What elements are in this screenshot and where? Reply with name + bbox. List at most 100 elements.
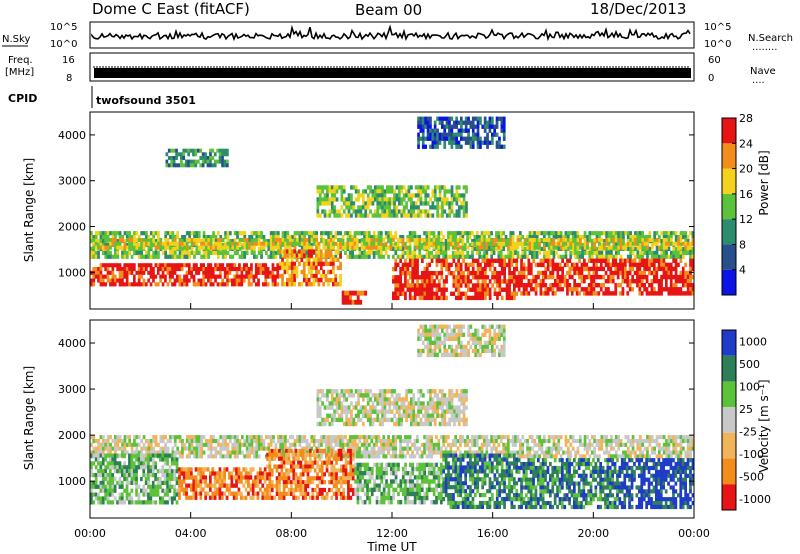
freq-trace <box>94 68 691 78</box>
data-region-0 <box>90 435 695 459</box>
time-axis-label: Time UT <box>366 540 417 554</box>
data-region-3 <box>278 249 342 287</box>
colorbar-tick-label: 24 <box>739 137 753 150</box>
velocity-panel-data <box>90 324 695 510</box>
data-region-1 <box>92 238 695 250</box>
cpid-label: CPID <box>8 92 37 105</box>
colorbar-swatch <box>722 330 736 356</box>
colorbar-swatch <box>722 381 736 408</box>
nsearch-tick-top: 10^5 <box>704 22 731 33</box>
data-region-1 <box>90 453 179 505</box>
colorbar-swatch <box>722 193 736 220</box>
data-region-4 <box>354 462 443 505</box>
y-tick-label: 2000 <box>58 221 86 234</box>
colorbar-tick-label: 12 <box>739 213 753 226</box>
colorbar-swatch <box>722 432 736 459</box>
data-region-4 <box>392 258 519 301</box>
colorbar-swatch <box>722 118 736 144</box>
nave-dots: .... <box>752 75 765 86</box>
colorbar-tick-label: 1000 <box>739 335 767 348</box>
data-region-7 <box>316 185 468 218</box>
data-region-6 <box>517 458 619 510</box>
nsky-tick-top: 10^5 <box>50 22 77 33</box>
data-region-5 <box>442 453 519 509</box>
power-ylabel: Slant Range [km] <box>22 158 36 262</box>
colorbar-swatch <box>722 458 736 485</box>
power-y-axis: 1000 2000 3000 4000 <box>58 129 694 279</box>
velocity-ylabel: Slant Range [km] <box>22 366 36 470</box>
nsearch-label: N.Search <box>748 33 793 44</box>
colorbar-tick-label: -1000 <box>739 493 771 506</box>
colorbar-tick-label: 20 <box>739 163 753 176</box>
colorbar-swatch <box>722 143 736 169</box>
nsky-trace <box>91 24 691 42</box>
velocity-colorbar-label: Velocity [m s⁻¹] <box>757 379 771 472</box>
data-region-5 <box>517 258 695 296</box>
power-panel-data <box>90 116 695 305</box>
freq-label: Freq. <box>8 55 33 66</box>
y-tick-label: 4000 <box>58 129 86 142</box>
colorbar-tick-label: -100 <box>739 448 764 461</box>
nave-tick-bottom: 0 <box>708 73 714 84</box>
y-tick-label: 1000 <box>58 266 86 279</box>
date-label: 18/Dec/2013 <box>590 0 686 18</box>
colorbar-tick-label: 16 <box>739 188 753 201</box>
data-region-7 <box>618 458 695 510</box>
nsearch-dots: ........ <box>752 42 777 53</box>
x-tick-label: 04:00 <box>175 527 207 540</box>
x-tick-label: 20:00 <box>577 527 609 540</box>
y-tick-label: 3000 <box>58 383 86 396</box>
freq-tick-bottom: 8 <box>66 73 72 84</box>
nsearch-tick-bottom: 10^0 <box>704 39 731 50</box>
data-region-6 <box>341 290 368 305</box>
colorbar-tick-label: -500 <box>739 470 764 483</box>
colorbar-tick-label: 500 <box>739 358 760 371</box>
time-axis: 00:00 04:00 08:00 12:00 16:00 20:00 00:00 <box>74 303 710 540</box>
nsky-tick-bottom: 10^0 <box>50 39 77 50</box>
colorbar-tick-label: 4 <box>739 264 746 277</box>
x-tick-label: 00:00 <box>74 527 106 540</box>
freq-strip-frame <box>89 52 695 82</box>
y-tick-label: 3000 <box>58 175 86 188</box>
y-tick-label: 4000 <box>58 337 86 350</box>
beam-label: Beam 00 <box>355 1 422 19</box>
colorbar-swatch <box>722 244 736 270</box>
nsky-strip-frame <box>89 21 695 49</box>
nsky-line <box>91 24 691 42</box>
data-region-8 <box>165 148 229 168</box>
colorbar-tick-label: 25 <box>739 403 753 416</box>
data-region-2 <box>178 467 267 500</box>
colorbar-swatch <box>722 355 736 382</box>
colorbar-tick-label: 100 <box>739 380 760 393</box>
colorbar-tick-label: -25 <box>739 425 757 438</box>
data-region-8 <box>316 389 468 427</box>
nsky-label: N.Sky <box>2 34 30 45</box>
velocity-y-axis: 1000 2000 3000 4000 <box>58 337 694 488</box>
y-tick-label: 1000 <box>58 475 86 488</box>
power-colorbar-label: Power [dB] <box>757 150 771 215</box>
colorbar-swatch <box>722 269 736 295</box>
colorbar-swatch <box>722 168 736 194</box>
colorbar-frame <box>721 329 737 511</box>
freq-tick-top: 16 <box>62 55 75 66</box>
x-tick-label: 12:00 <box>376 527 408 540</box>
plot-title: Dome C East (fitACF) <box>92 0 250 18</box>
y-tick-label: 2000 <box>58 429 86 442</box>
x-tick-label: 08:00 <box>275 527 307 540</box>
colorbar-swatch <box>722 484 736 510</box>
freq-spikes <box>93 66 689 68</box>
freq-unit: [MHz] <box>5 67 34 78</box>
nave-label: Nave <box>750 66 776 77</box>
power-colorbar: 4 8 12 16 20 24 28 <box>721 112 753 296</box>
cpid-value: twofsound 3501 <box>96 94 196 107</box>
nave-tick-top: 60 <box>708 55 721 66</box>
colorbar-tick-label: 8 <box>739 238 746 251</box>
x-tick-label: 00:00 <box>678 527 710 540</box>
colorbar-swatch <box>722 219 736 245</box>
data-region-9 <box>417 116 506 149</box>
colorbar-swatch <box>722 407 736 433</box>
data-region-9 <box>417 324 506 358</box>
data-region-3 <box>266 448 355 500</box>
velocity-colorbar: 1000 500 100 25 -25 -100 -500 -1000 <box>721 329 771 511</box>
